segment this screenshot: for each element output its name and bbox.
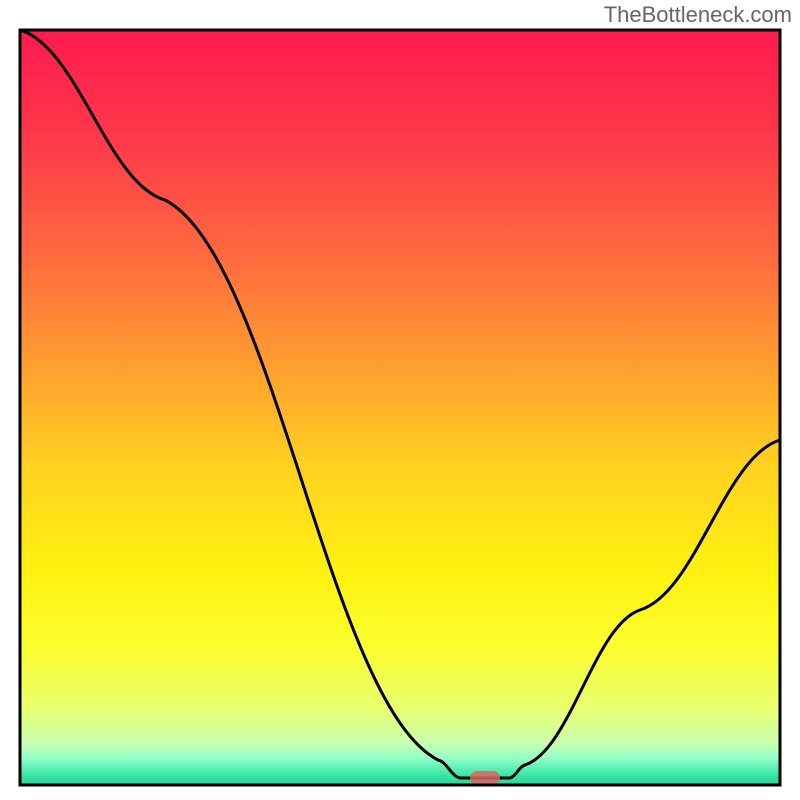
chart-container: TheBottleneck.com — [0, 0, 800, 800]
gradient-background — [20, 30, 780, 785]
watermark-text: TheBottleneck.com — [604, 2, 792, 28]
bottleneck-chart — [0, 0, 800, 800]
optimal-marker — [470, 771, 500, 785]
